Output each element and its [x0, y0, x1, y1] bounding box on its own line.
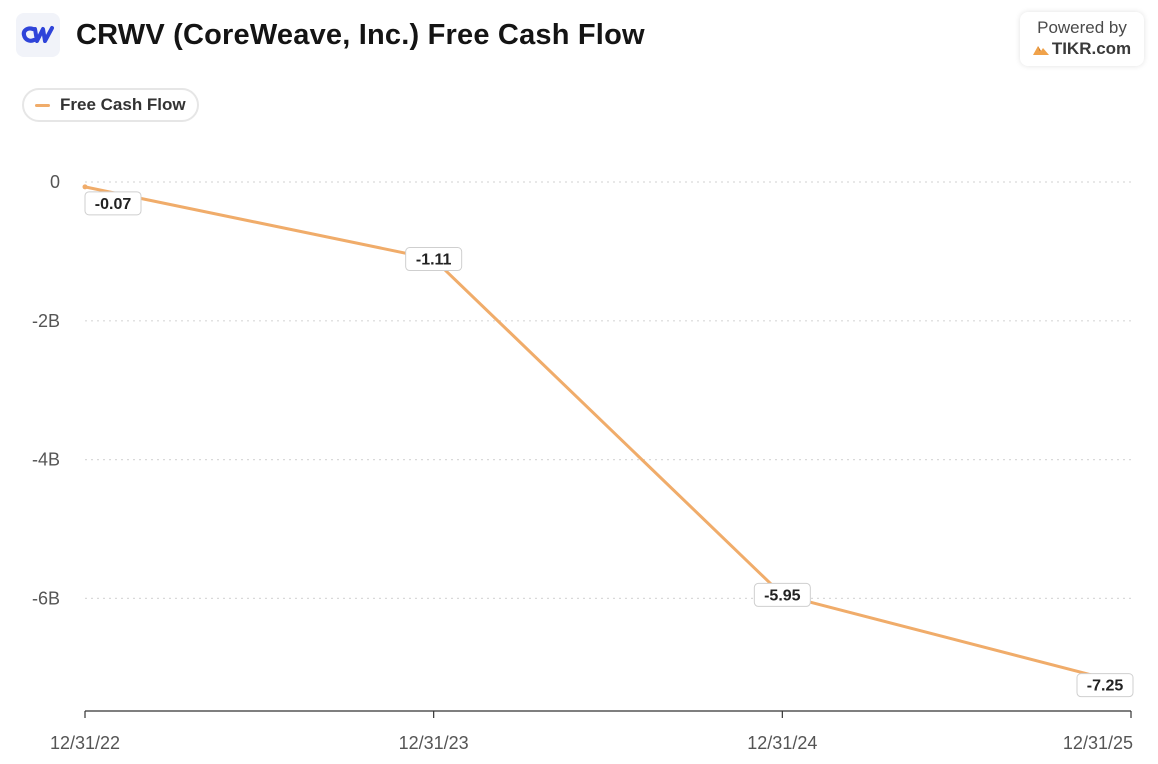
powered-by-label: Powered by [1037, 18, 1127, 37]
legend-swatch [35, 103, 50, 107]
y-tick-label: 0 [50, 172, 60, 192]
legend-label: Free Cash Flow [60, 95, 186, 114]
coreweave-logo-icon [21, 26, 54, 43]
x-tick-label: 12/31/22 [50, 733, 120, 753]
data-label: -7.25 [1087, 678, 1124, 695]
data-label: -0.07 [95, 196, 132, 213]
tikr-brand-label: TIKR.com [1051, 39, 1132, 58]
tikr-brand: TIKR.com [1020, 39, 1144, 59]
data-label-box [1076, 673, 1134, 698]
data-label-box [405, 247, 463, 272]
legend-item-free-cash-flow[interactable]: Free Cash Flow [22, 88, 199, 122]
y-tick-label: -4B [32, 450, 60, 470]
page-title: CRWV (CoreWeave, Inc.) Free Cash Flow [76, 18, 645, 51]
data-label: -5.95 [764, 587, 801, 604]
x-tick-label: 12/31/24 [747, 733, 817, 753]
x-tick-label: 12/31/23 [399, 733, 469, 753]
y-tick-label: -2B [32, 311, 60, 331]
coreweave-logo [16, 13, 60, 57]
powered-by-badge[interactable]: Powered by TIKR.com [1020, 12, 1144, 66]
data-label-box [753, 582, 811, 607]
series-line-free-cash-flow [83, 185, 1133, 687]
data-point [82, 184, 88, 190]
y-tick-label: -6B [32, 588, 60, 608]
tikr-mountain-icon [1032, 46, 1049, 55]
x-tick-label: 12/31/25 [1063, 733, 1133, 753]
chart-header: CRWV (CoreWeave, Inc.) Free Cash Flow [16, 12, 645, 58]
data-label: -1.11 [416, 252, 452, 269]
data-label-box [84, 191, 142, 216]
